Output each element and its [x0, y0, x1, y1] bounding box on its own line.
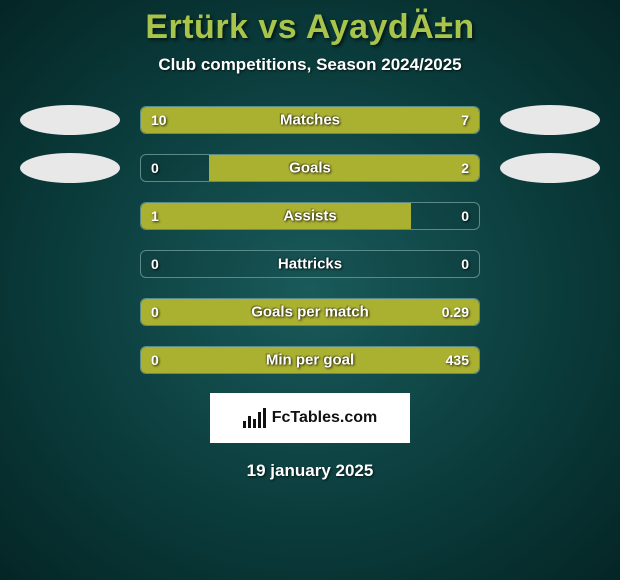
stat-value-left: 0	[151, 256, 159, 272]
stat-value-right: 0.29	[442, 304, 469, 320]
stat-value-right: 0	[461, 208, 469, 224]
player-right-oval	[500, 153, 600, 183]
stat-row: 10 7 Matches	[0, 105, 620, 135]
logo-text: FcTables.com	[272, 409, 378, 427]
bar-fill-right	[340, 107, 479, 133]
date-label: 19 january 2025	[0, 461, 620, 481]
stat-row: 0 0.29 Goals per match	[0, 297, 620, 327]
stat-value-right: 2	[461, 160, 469, 176]
stat-label: Min per goal	[266, 352, 354, 369]
stat-row: 0 435 Min per goal	[0, 345, 620, 375]
stat-label: Hattricks	[278, 256, 342, 273]
logo-bars-icon	[243, 408, 266, 428]
stat-value-left: 0	[151, 160, 159, 176]
stats-list: 107Matches02Goals10Assists00Hattricks00.…	[0, 105, 620, 375]
stat-value-left: 10	[151, 112, 167, 128]
page-title: Ertürk vs AyaydÄ±n	[0, 8, 620, 47]
stat-bar: 0 0 Hattricks	[140, 250, 480, 278]
stat-bar: 0 0.29 Goals per match	[140, 298, 480, 326]
stat-value-right: 7	[461, 112, 469, 128]
player-left-oval	[20, 105, 120, 135]
bar-fill-left	[141, 203, 411, 229]
stat-row: 0 2 Goals	[0, 153, 620, 183]
stat-row: 1 0 Assists	[0, 201, 620, 231]
stat-value-left: 1	[151, 208, 159, 224]
player-left-oval	[20, 153, 120, 183]
subtitle: Club competitions, Season 2024/2025	[0, 55, 620, 75]
player-right-oval	[500, 105, 600, 135]
stat-label: Matches	[280, 112, 340, 129]
stat-value-left: 0	[151, 304, 159, 320]
stat-bar: 0 435 Min per goal	[140, 346, 480, 374]
footer-logo: FcTables.com	[210, 393, 410, 443]
stat-value-right: 435	[446, 352, 469, 368]
stat-bar: 0 2 Goals	[140, 154, 480, 182]
stat-value-left: 0	[151, 352, 159, 368]
stat-label: Assists	[283, 208, 336, 225]
stat-bar: 1 0 Assists	[140, 202, 480, 230]
stat-label: Goals per match	[251, 304, 369, 321]
stat-value-right: 0	[461, 256, 469, 272]
stat-row: 0 0 Hattricks	[0, 249, 620, 279]
stat-bar: 10 7 Matches	[140, 106, 480, 134]
bar-fill-right	[209, 155, 479, 181]
stat-label: Goals	[289, 160, 331, 177]
comparison-infographic: Ertürk vs AyaydÄ±n Club competitions, Se…	[0, 0, 620, 481]
